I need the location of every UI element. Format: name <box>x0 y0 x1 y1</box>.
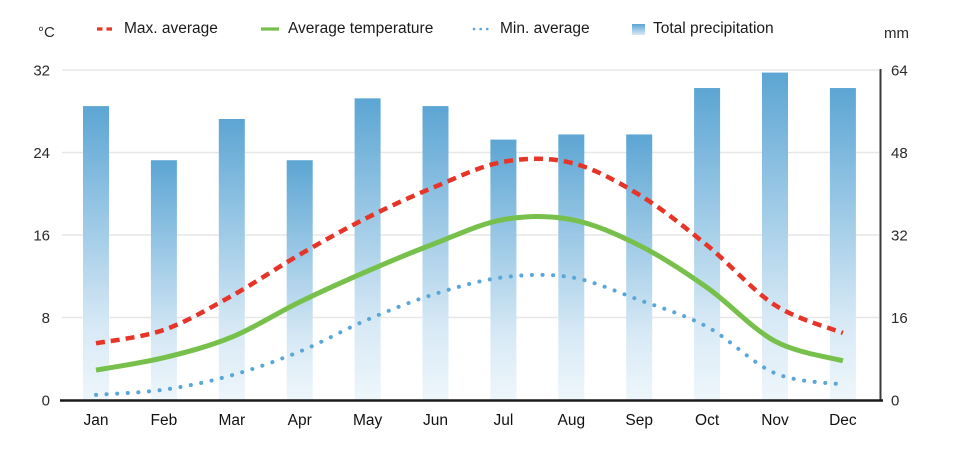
month-label-Jul: Jul <box>493 412 513 429</box>
right-axis-tick-0: 0 <box>891 393 899 410</box>
legend-item-max-average[interactable]: Max. average <box>96 20 218 38</box>
precipitation-square-icon <box>632 23 645 35</box>
precipitation-bar-Sep <box>626 134 653 400</box>
left-axis-unit: °C <box>38 24 55 41</box>
right-axis-unit: mm <box>884 25 909 42</box>
right-axis-tick-32: 32 <box>891 228 908 245</box>
series-line-max-average <box>95 156 844 346</box>
month-label-Sep: Sep <box>625 412 653 429</box>
precipitation-bar-Feb <box>150 160 177 400</box>
left-axis-tick-0: 0 <box>42 393 50 410</box>
month-label-May: May <box>353 412 383 429</box>
left-axis-tick-32: 32 <box>33 63 50 80</box>
precipitation-bar-Aug <box>558 134 585 400</box>
precipitation-bar-Jan <box>83 106 109 400</box>
series-line-min-average <box>94 272 845 397</box>
precipitation-bar-Apr <box>286 160 313 400</box>
precipitation-bar-Jul <box>490 139 517 400</box>
average-temperature-line-icon <box>261 27 279 31</box>
legend-label-max-average: Max. average <box>124 20 218 37</box>
max-average-dashed-line-icon <box>97 27 114 31</box>
min-average-dotted-line-icon <box>472 27 492 31</box>
left-axis-tick-16: 16 <box>33 228 50 245</box>
month-label-Aug: Aug <box>558 412 586 429</box>
legend-item-average-temperature[interactable]: Average temperature <box>260 20 433 38</box>
precipitation-bar-Dec <box>829 88 856 400</box>
month-label-Jun: Jun <box>423 412 448 429</box>
month-label-Apr: Apr <box>288 412 312 429</box>
left-axis-tick-24: 24 <box>33 145 50 162</box>
legend-item-min-average[interactable]: Min. average <box>472 20 590 38</box>
series-line-average-temperature <box>95 213 844 373</box>
month-label-Dec: Dec <box>829 412 857 429</box>
right-axis-tick-16: 16 <box>891 310 908 327</box>
precipitation-bar-May <box>354 98 381 400</box>
month-label-Oct: Oct <box>695 412 720 429</box>
month-label-Feb: Feb <box>151 412 178 429</box>
right-axis-tick-48: 48 <box>891 145 908 162</box>
month-label-Nov: Nov <box>761 412 789 429</box>
legend-label-total-precipitation: Total precipitation <box>653 20 774 37</box>
chart-legend: °C Max. average Average temperature Min.… <box>0 0 960 52</box>
month-label-Jan: Jan <box>84 412 109 429</box>
precipitation-bar-Mar <box>218 118 245 400</box>
precipitation-bar-Jun <box>422 106 449 400</box>
legend-label-min-average: Min. average <box>500 20 590 37</box>
legend-label-average-temperature: Average temperature <box>288 20 434 37</box>
left-axis-tick-8: 8 <box>42 310 50 327</box>
legend-item-total-precipitation[interactable]: Total precipitation <box>632 20 774 38</box>
month-label-Mar: Mar <box>218 412 245 429</box>
precipitation-bar-Nov <box>762 72 788 400</box>
right-axis-tick-64: 64 <box>891 63 908 80</box>
